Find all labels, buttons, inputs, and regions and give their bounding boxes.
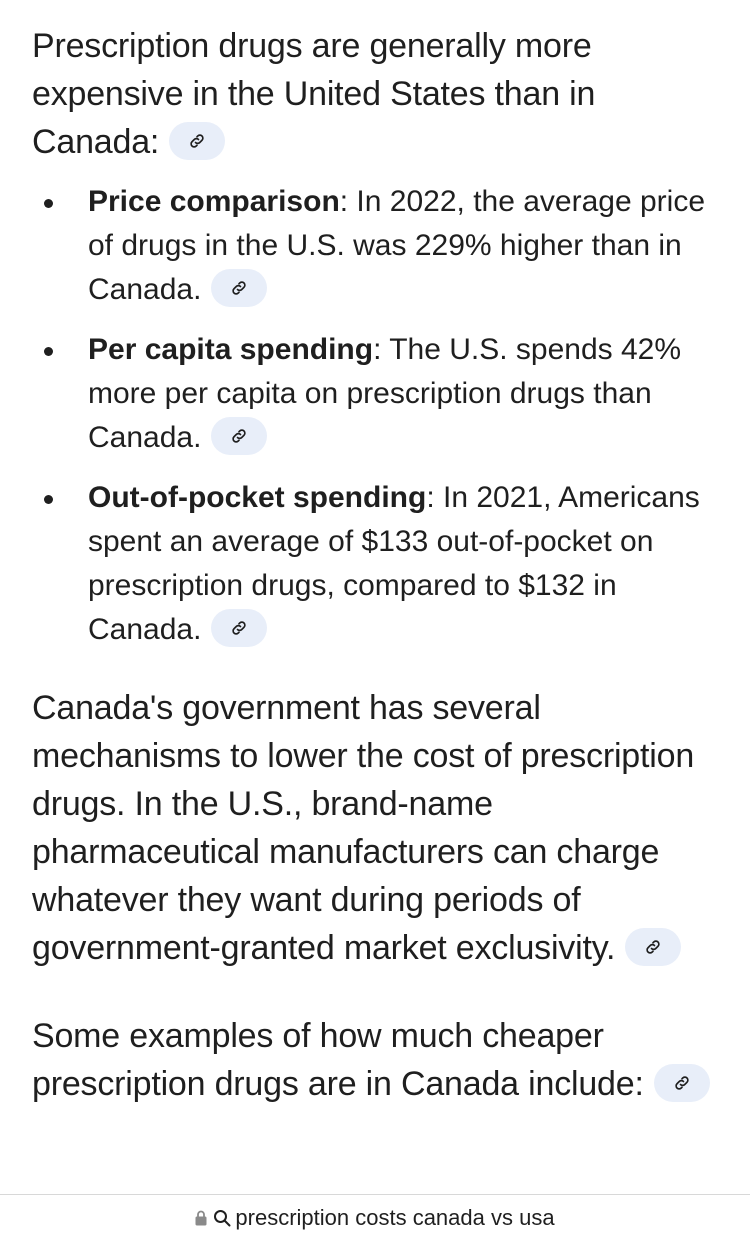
- address-bar[interactable]: prescription costs canada vs usa: [0, 1194, 750, 1240]
- link-icon: [190, 134, 204, 148]
- source-link-chip[interactable]: [211, 417, 268, 456]
- source-link-chip[interactable]: [625, 928, 682, 967]
- link-icon: [232, 281, 247, 295]
- link-icon: [232, 429, 247, 443]
- source-link-chip[interactable]: [169, 122, 226, 161]
- comparison-list: Price comparison: In 2022, the average p…: [32, 180, 722, 652]
- mechanisms-text: Canada's government has several mechanis…: [32, 689, 695, 967]
- source-link-chip[interactable]: [211, 609, 268, 648]
- examples-text: Some examples of how much cheaper prescr…: [32, 1017, 644, 1103]
- search-icon: [214, 1209, 231, 1226]
- bullet-dot: [44, 347, 53, 356]
- intro-text: Prescription drugs are generally more ex…: [32, 27, 596, 161]
- source-link-chip[interactable]: [211, 269, 268, 308]
- source-link-chip[interactable]: [653, 1064, 710, 1103]
- link-icon: [675, 1076, 689, 1090]
- link-icon: [646, 940, 660, 954]
- list-item-title: Price comparison: [88, 185, 340, 218]
- examples-paragraph: Some examples of how much cheaper prescr…: [32, 1012, 722, 1108]
- list-item-title: Per capita spending: [88, 333, 374, 366]
- intro-paragraph: Prescription drugs are generally more ex…: [32, 22, 722, 166]
- list-item-title: Out-of-pocket spending: [88, 481, 427, 514]
- bullet-dot: [44, 495, 53, 504]
- lock-icon: [195, 1210, 207, 1225]
- list-item: Per capita spending: The U.S. spends 42%…: [32, 328, 722, 460]
- list-item-text: : In 2022, the average price of drugs in…: [88, 185, 706, 306]
- answer-content: Prescription drugs are generally more ex…: [32, 22, 722, 1108]
- link-icon: [232, 621, 247, 635]
- address-query: prescription costs canada vs usa: [235, 1204, 555, 1230]
- list-item-text: : In 2021, Americans spent an average of…: [88, 481, 700, 646]
- bullet-dot: [44, 199, 53, 208]
- list-item-text: : The U.S. spends 42% more per capita on…: [88, 333, 682, 454]
- mechanisms-paragraph: Canada's government has several mechanis…: [32, 684, 722, 972]
- list-item: Price comparison: In 2022, the average p…: [32, 180, 722, 312]
- list-item: Out-of-pocket spending: In 2021, America…: [32, 476, 722, 652]
